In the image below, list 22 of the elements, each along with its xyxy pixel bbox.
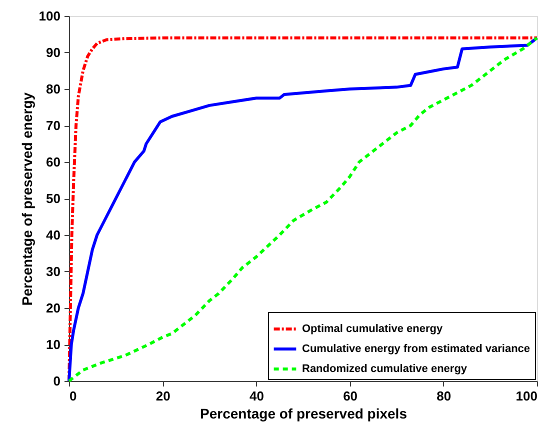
x-tick-label: 40	[249, 388, 264, 404]
y-tick-label: 50	[46, 191, 60, 206]
x-tick-label: 20	[156, 388, 170, 404]
y-tick-label: 80	[46, 82, 60, 96]
y-axis-title: Percentage of preserved energy	[18, 92, 35, 306]
x-tick-label: 100	[516, 388, 538, 404]
legend-label: Randomized cumulative energy	[302, 363, 468, 375]
legend-label: Optimal cumulative energy	[302, 323, 444, 335]
y-tick-label: 70	[46, 118, 60, 133]
y-tick-label: 30	[46, 264, 60, 279]
x-axis-title: Percentage of preserved pixels	[200, 406, 408, 422]
x-tick-label: 0	[70, 388, 77, 404]
y-tick-label: 60	[46, 154, 60, 170]
y-tick-label: 0	[53, 374, 60, 388]
y-tick-label: 20	[46, 300, 60, 316]
y-tick-label: 90	[46, 45, 60, 60]
legend-label: Cumulative energy from estimated variance	[302, 343, 530, 355]
y-tick-label: 10	[46, 337, 60, 352]
x-tick-label: 60	[343, 388, 358, 404]
y-tick-label: 40	[46, 228, 60, 242]
x-tick-label: 80	[436, 388, 452, 404]
y-tick-label: 100	[38, 8, 60, 24]
